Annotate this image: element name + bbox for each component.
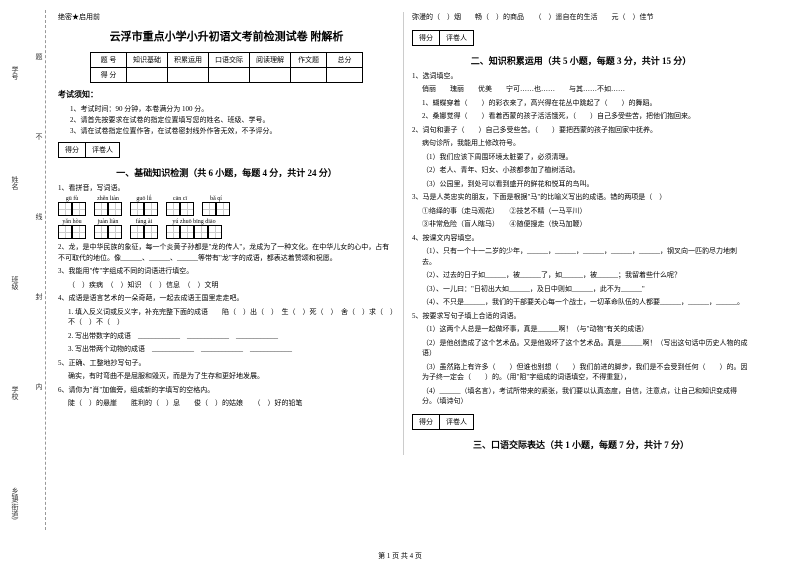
s2-q1-a: 1、蝴蝶穿着（ ）的彩衣来了，高兴得在花丛中跳起了（ ）的舞蹈。 <box>412 98 750 109</box>
col-5: 总分 <box>327 53 363 68</box>
s2-q2: 2、词句和妻子（ ）自己多受些苦。（ ）要把西蒙的孩子抱回家中抚养。 <box>412 125 750 136</box>
col-0: 知识基础 <box>127 53 168 68</box>
q4-c: 3. 写出带两个动物的成语 ____________ ____________ … <box>58 344 395 355</box>
notice-item: 3、请在试卷指定位置作答，在试卷密封线外作答无效，不予评分。 <box>70 126 395 137</box>
bind-instr-2: 线 <box>34 213 44 220</box>
exam-title: 云浮市重点小学小升初语文考前检测试卷 附解析 <box>58 28 395 44</box>
q3-line: （ ）疾病 （ ）知识 （ ）信息 （ ）文明 <box>58 280 395 291</box>
table-row: 题 号 知识基础 积累运用 口语交际 阅读理解 作文题 总分 <box>91 53 363 68</box>
s2-line-0: （1）我们应该下周围环境太脏要了，必须清理。 <box>412 152 750 163</box>
s2-q5-b: （2）是他创造成了这个艺术品。又是他毁坏了这个艺术品。真是______啊！（写出… <box>412 338 750 359</box>
section3-title: 三、口语交际表达（共 1 小题，每题 7 分，共计 7 分） <box>412 438 750 451</box>
score-box-2: 得分 评卷人 <box>412 30 474 46</box>
s2-q3: 3、马是人类忠实的朋友，下面是根据"马"的比喻义写出的成语。错的两项是（ ） <box>412 192 750 203</box>
s2-q4-c: （3）、一儿曰："日初出大如______，及日中则如______，此不为____… <box>412 284 750 295</box>
q5-text: 确实，有时弯曲不是屈服和毁灭，而是为了生存和更好地发展。 <box>58 371 395 382</box>
s2-q4-a: （1）、只有一个十一二岁的少年，______，______，______，___… <box>412 246 750 267</box>
bind-instr-1: 封 <box>34 293 44 300</box>
q6-num: 6、请你为"肖"加偏旁，组成新的字填写的空格内。 <box>58 385 395 396</box>
q2: 2、龙，是中华民族的象征，每一个炎黄子孙都是"龙的传人"，龙成为了一种文化。在中… <box>58 242 395 263</box>
bind-instr-0: 内 <box>34 383 44 390</box>
right-column: 弥漫的（ ）烟 畅（ ）的商品 （ ）遥自在的生活 元（ ）佳节 得分 评卷人 … <box>404 12 758 455</box>
char-grid-row2: yǎn hòu juàn liàn fáng ài yú zhuō bīng d… <box>58 219 395 239</box>
col-4: 作文题 <box>291 53 327 68</box>
q4-num: 4、成语是语言艺术的一朵奇葩，一起去成语王国里走走吧。 <box>58 293 395 304</box>
s2-q3-a: ①络绎的事（走马观花） ②技艺不精（一马平川） <box>412 206 750 217</box>
score-box-3: 得分 评卷人 <box>412 414 474 430</box>
score-label: 得分 <box>413 31 440 45</box>
q4-a: 1. 填入反义词或反义字，补充完整下面的成语 陷（ ）出（ ） 生（ ）死（ ）… <box>58 307 395 328</box>
s2-q1-words: 俏丽 瑰丽 优美 宁可……也…… 与其……不如…… <box>412 84 750 95</box>
bind-lb-4: 学号 <box>10 66 20 80</box>
score-box: 得分 评卷人 <box>58 142 120 158</box>
bind-lb-3: 姓名 <box>10 176 20 190</box>
notice-title: 考试须知： <box>58 89 395 100</box>
left-column: 绝密★启用前 云浮市重点小学小升初语文考前检测试卷 附解析 题 号 知识基础 积… <box>50 12 404 455</box>
col-2: 口语交际 <box>209 53 250 68</box>
section2-title: 二、知识积累运用（共 5 小题，每题 3 分，共计 15 分） <box>412 54 750 67</box>
score-label: 得分 <box>59 143 86 157</box>
col-1: 积累运用 <box>168 53 209 68</box>
page-number: 第 1 页 共 4 页 <box>0 551 800 561</box>
s2-q5-a: （1）这两个人总是一起做坏事，真是______啊！（与"动物"有关的成语） <box>412 324 750 335</box>
bind-instr-3: 不 <box>34 133 44 140</box>
grader-label: 评卷人 <box>440 31 473 45</box>
s2-q4-b: （2）、过去的日子如______，被______了，如______，被_____… <box>412 270 750 281</box>
bind-lb-0: 乡镇(街道) <box>10 487 20 520</box>
q6-line: 陡（ ）的悬崖 胜利的（ ）息 俊（ ）的姑娘 （ ）好的铅笔 <box>58 398 395 409</box>
table-row: 得 分 <box>91 68 363 83</box>
score-table: 题 号 知识基础 积累运用 口语交际 阅读理解 作文题 总分 得 分 <box>90 52 363 83</box>
top-line: 弥漫的（ ）烟 畅（ ）的商品 （ ）遥自在的生活 元（ ）佳节 <box>412 12 750 23</box>
binding-strip: 乡镇(街道) 学校 班级 姓名 学号 内 封 线 不 题 <box>6 10 46 530</box>
bind-lb-2: 班级 <box>10 276 20 290</box>
s2-q4: 4、按课文内容填空。 <box>412 233 750 244</box>
s2-q5: 5、按要求写句子填上合适的词语。 <box>412 311 750 322</box>
s2-q4-d: （4）、不只是______，我们的干部要关心每一个战士，一切革命队伍的人都要__… <box>412 297 750 308</box>
notice-item: 1、考试时间：90 分钟，本卷满分为 100 分。 <box>70 104 395 115</box>
row-header-0: 题 号 <box>91 53 127 68</box>
s2-line-1: （2）老人、青年、妇女、小孩都参加了植树活动。 <box>412 165 750 176</box>
col-3: 阅读理解 <box>250 53 291 68</box>
s2-q3-b: ③非常危险（盲人瞎马） ④随便搜走（快马加鞭） <box>412 219 750 230</box>
char-grid-row1: gū fù zhěn liàn guō lǘ cān cī bǎ qí <box>58 196 395 216</box>
q4-b: 2. 写出带数字的成语 ____________ ____________ __… <box>58 331 395 342</box>
secret-label: 绝密★启用前 <box>58 12 395 22</box>
section1-title: 一、基础知识检测（共 6 小题，每题 4 分，共计 24 分） <box>58 166 395 179</box>
s2-q1-b: 2、桑娜觉得（ ）看着西蒙的孩子活活饿死，（ ）自己多受些苦，把他们抱回来。 <box>412 111 750 122</box>
s2-line-2: （3）公园里，到处可以看到盛开的鲜花和悦耳的鸟叫。 <box>412 179 750 190</box>
s2-q1: 1、选词填空。 <box>412 71 750 82</box>
s2-q5-c: （3）虽然路上有许多（ ）但谁也别想（ ）我们前进的脚步，我们是不会受到任何（ … <box>412 362 750 383</box>
q3-num: 3、我能用"传"字组成不同的词语进行填空。 <box>58 266 395 277</box>
grader-label: 评卷人 <box>440 415 473 429</box>
q1: 1、看拼音，写词语。 <box>58 183 395 194</box>
s2-q2-sub: 病句诊所，我能用上修改符号。 <box>412 138 750 149</box>
grader-label: 评卷人 <box>86 143 119 157</box>
notice-item: 2、请首先按要求在试卷的指定位置填写您的姓名、班级、学号。 <box>70 115 395 126</box>
bind-instr-4: 题 <box>34 53 44 60</box>
page-container: 绝密★启用前 云浮市重点小学小升初语文考前检测试卷 附解析 题 号 知识基础 积… <box>0 0 800 459</box>
s2-q5-d: （4）______（填名言），考试所带来的紧张，我们要以认真态度，自信，注意点，… <box>412 386 750 407</box>
notice-list: 1、考试时间：90 分钟，本卷满分为 100 分。 2、请首先按要求在试卷的指定… <box>58 104 395 138</box>
q5-num: 5、正确、工整地抄写句子。 <box>58 358 395 369</box>
row-header-1: 得 分 <box>91 68 127 83</box>
score-label: 得分 <box>413 415 440 429</box>
bind-lb-1: 学校 <box>10 386 20 400</box>
